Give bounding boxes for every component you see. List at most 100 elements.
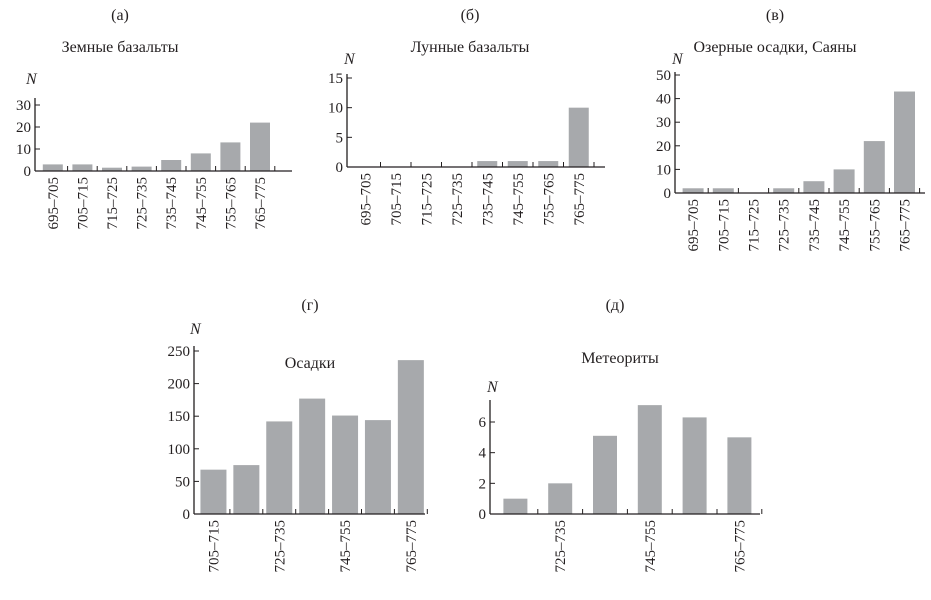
bar [332,415,359,514]
y-tick-label: 30 [656,115,671,131]
x-tick-label: 765–775 [253,177,269,230]
panel-2: (в) Озерные осадки, Саяны N 0 10 20 30 40 50 695–… [656,7,925,252]
panel-3: (г) Осадки N 0 50 100 150 200 250 705–715 725–735 7… [168,297,428,573]
y-tick-label: 5 [336,130,344,146]
bar [538,161,559,167]
bar [548,483,573,514]
bar [894,91,915,193]
bar [266,421,293,514]
y-tick-label: 0 [183,507,191,523]
panel-4: (д) Метеориты N 0 2 4 6 725–735 745–755 765–775 [479,297,763,573]
y-axis-label: N [486,379,499,396]
x-tick-label: 725–735 [553,520,569,573]
panel-label: (а) [111,7,129,24]
x-tick-label: 705–715 [389,173,405,226]
y-tick-label: 250 [168,344,191,360]
x-tick-label: 725–735 [272,520,288,573]
y-tick-label: 150 [168,409,191,425]
x-tick-label: 715–725 [747,199,763,252]
bar [773,188,795,193]
bar [42,164,63,171]
panel-1: (б) Лунные базальты N 0 5 10 15 695–705 705–715 7… [328,7,605,226]
chart-title: Земные базальты [62,39,179,56]
bar [712,188,734,193]
bar [568,107,589,167]
y-tick-label: 30 [16,98,31,114]
x-tick-label: 735–745 [480,173,496,226]
bar [507,161,528,167]
bar [503,498,528,514]
y-tick-label: 0 [664,186,672,202]
bar [220,142,241,171]
bar [364,420,391,514]
bar [299,398,326,514]
x-tick-label: 735–745 [164,177,180,230]
panel-label: (б) [461,7,480,24]
bar [131,166,152,171]
x-tick-label: 715–725 [419,173,435,226]
y-tick-label: 4 [479,446,487,462]
panel-label: (д) [606,297,625,314]
bar [682,188,704,193]
chart-title: Лунные базальты [411,39,530,56]
x-tick-label: 745–755 [338,520,354,573]
bar [727,437,752,514]
x-tick-label: 765–775 [404,520,420,573]
y-tick-label: 0 [24,164,32,180]
x-tick-label: 745–755 [194,177,210,230]
bar [682,417,707,514]
bar [397,360,424,514]
x-tick-label: 745–755 [643,520,659,573]
bar [637,405,662,514]
y-tick-label: 10 [656,162,671,178]
x-tick-label: 725–735 [135,177,151,230]
y-tick-label: 50 [175,474,190,490]
y-tick-label: 50 [656,68,671,84]
bar [72,164,93,171]
y-tick-label: 10 [328,101,343,117]
x-tick-label: 745–755 [837,199,853,252]
bar [161,160,182,171]
bar [190,153,211,171]
x-tick-label: 725–735 [450,173,466,226]
x-tick-label: 725–735 [777,199,793,252]
panel-label: (г) [301,297,318,314]
x-tick-label: 715–725 [105,177,121,230]
bar [250,122,270,171]
y-tick-label: 40 [656,92,671,108]
x-tick-label: 755–765 [541,173,557,226]
x-tick-label: 745–755 [511,173,527,226]
bar [477,161,498,167]
x-tick-label: 765–775 [572,173,588,226]
y-axis-label: N [671,51,684,68]
x-tick-label: 695–705 [686,199,702,252]
x-tick-label: 695–705 [46,177,62,230]
panel-label: (в) [766,7,784,24]
bar [593,435,617,514]
bar [803,181,825,193]
bar [102,167,122,171]
y-tick-label: 0 [336,160,344,176]
y-tick-label: 10 [16,142,31,158]
bar [200,469,227,514]
x-tick-label: 765–775 [732,520,748,573]
y-tick-label: 100 [168,442,191,458]
x-tick-label: 705–715 [206,520,222,573]
y-tick-label: 2 [479,476,487,492]
panel-0: (а) Земные базальты N 0 10 20 30 695–705 705–715… [16,7,292,230]
x-tick-label: 705–715 [75,177,91,230]
chart-title: Осадки [285,355,336,372]
y-axis-label: N [343,51,356,68]
y-tick-label: 200 [168,377,191,393]
chart-title: Метеориты [581,350,659,367]
x-tick-label: 705–715 [716,199,732,252]
x-tick-label: 735–745 [807,199,823,252]
y-axis-label: N [25,71,38,88]
y-tick-label: 20 [16,120,31,136]
bar [863,141,885,193]
bar [833,169,855,193]
bar [233,465,260,514]
y-axis-label: N [189,321,202,338]
